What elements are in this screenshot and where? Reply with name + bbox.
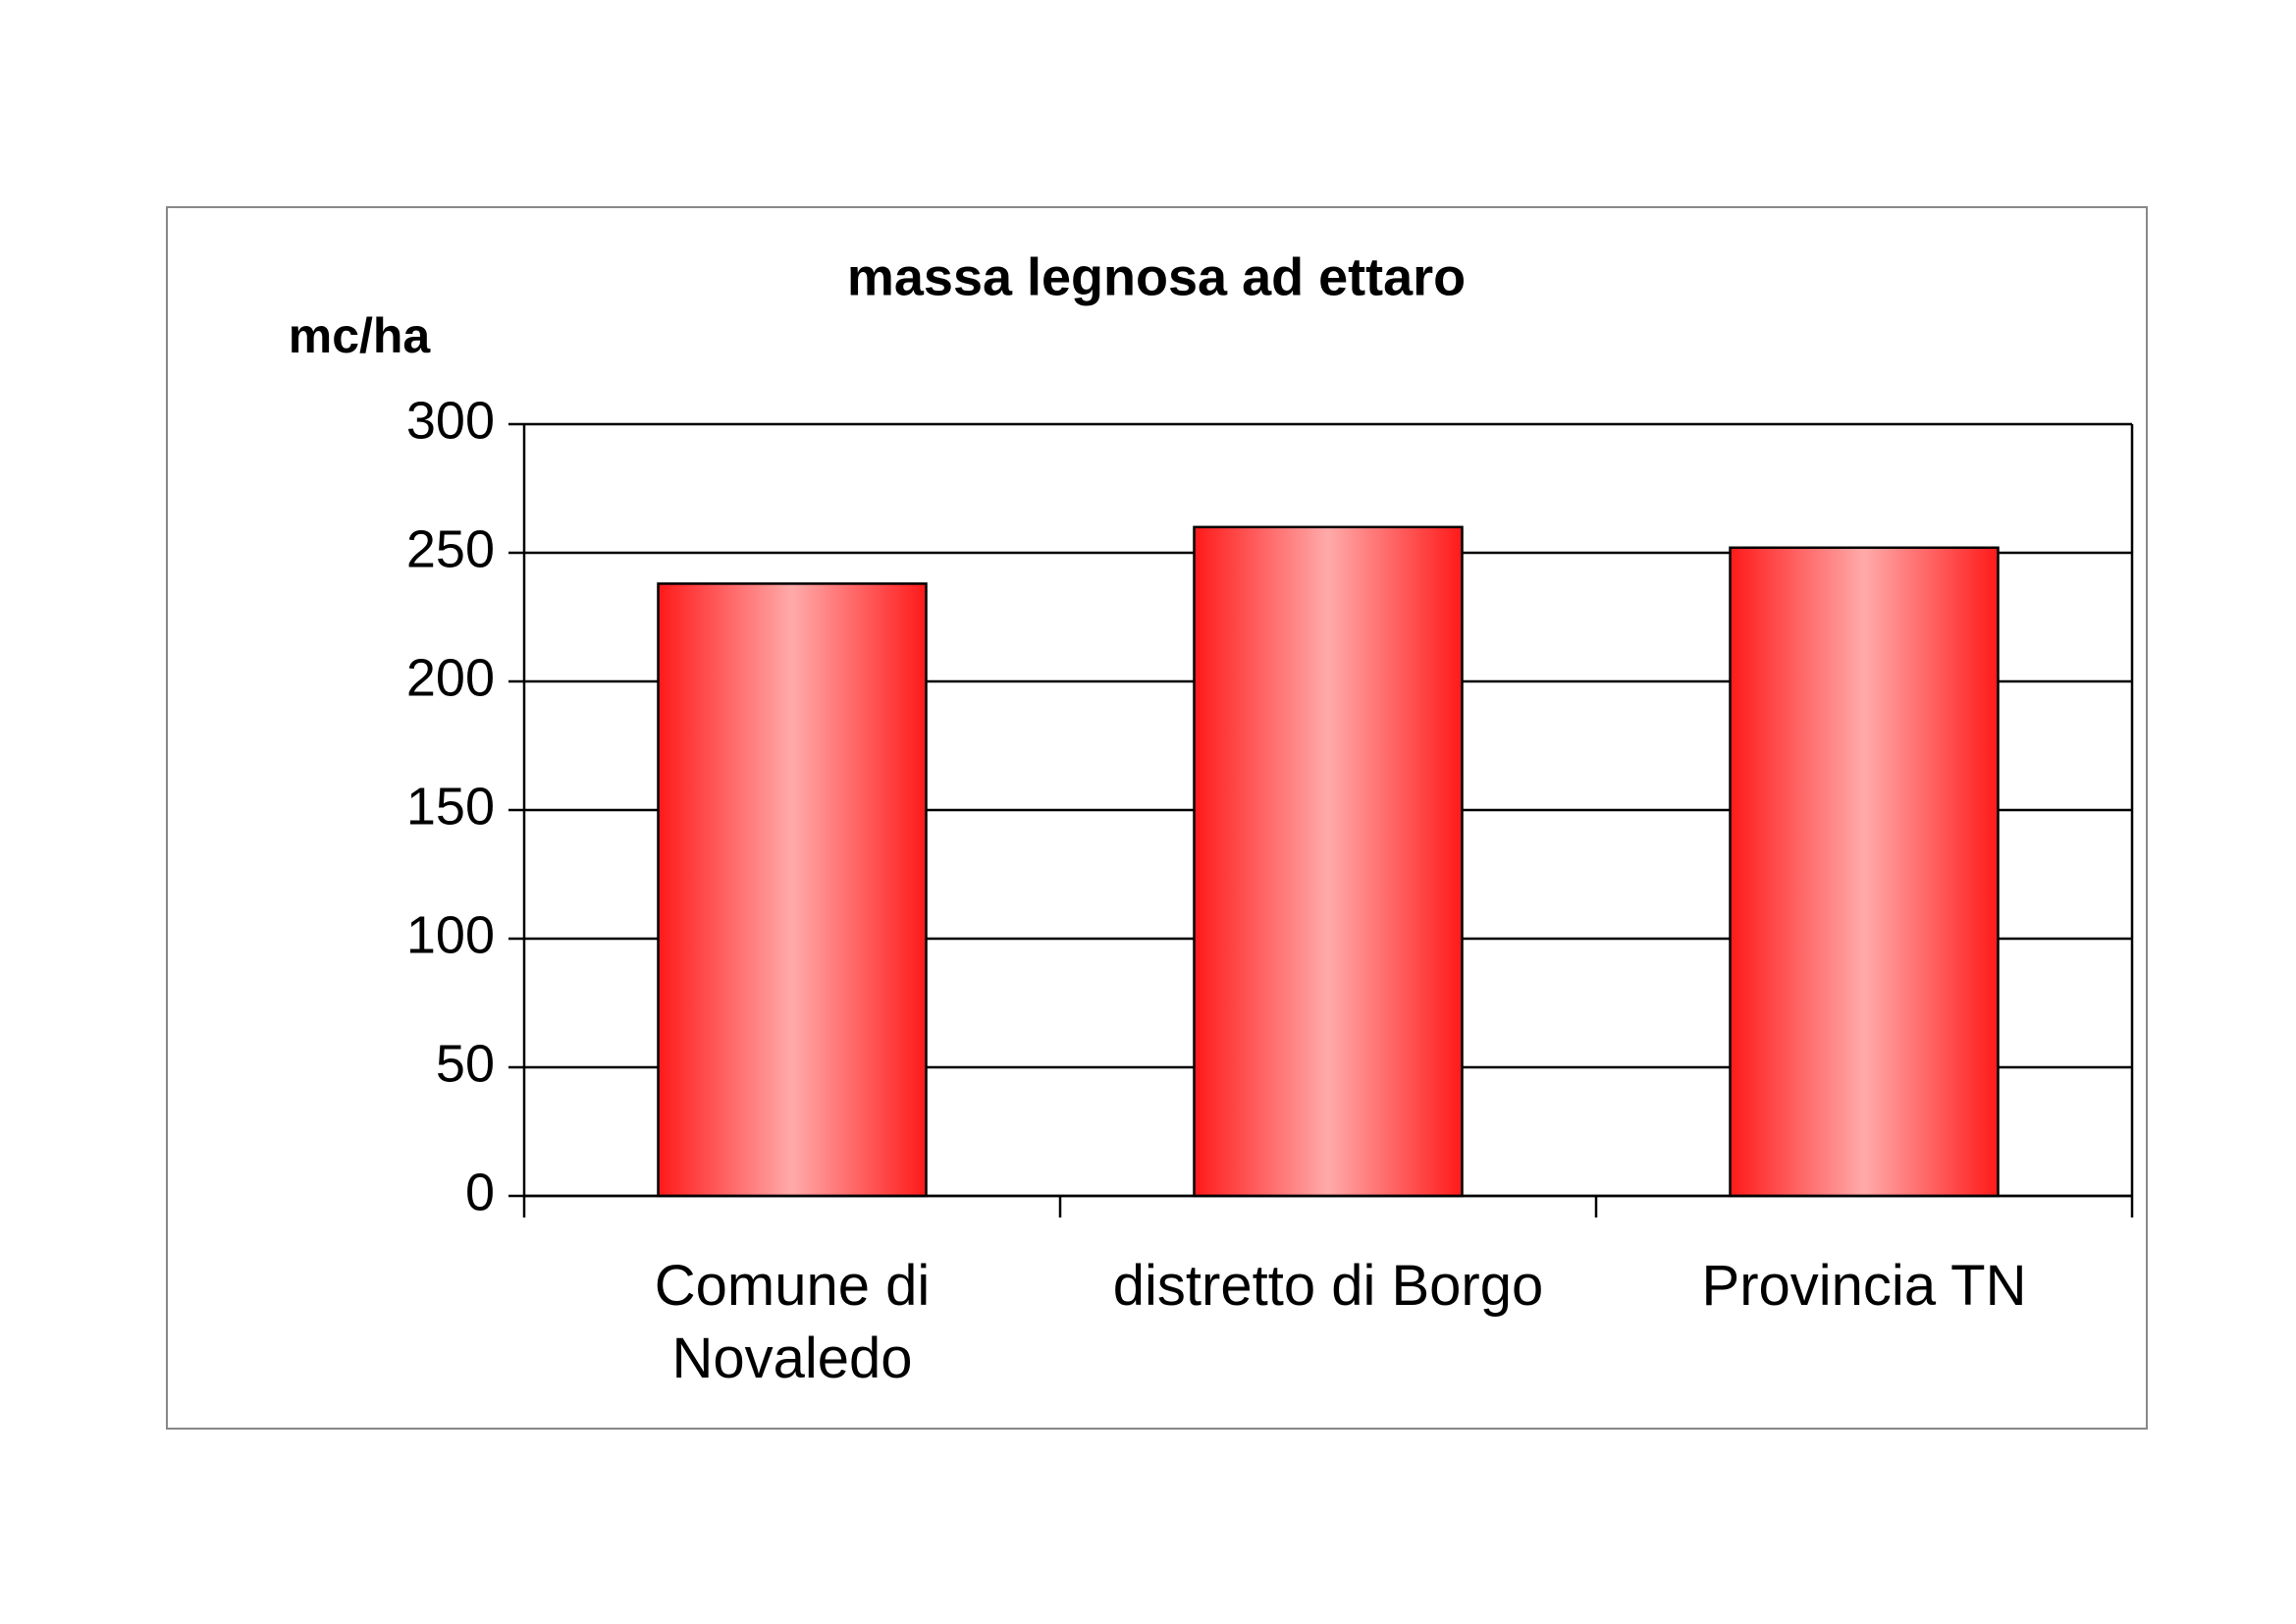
- y-tick-label: 250: [406, 519, 495, 578]
- x-tick-label: distretto di Borgo: [1112, 1254, 1544, 1318]
- bar: [1193, 525, 1464, 1198]
- y-tick-label: 200: [406, 648, 495, 707]
- x-tick-label: Comune di Novaledo: [654, 1254, 931, 1390]
- y-tick-label: 150: [406, 777, 495, 836]
- y-tick-label: 100: [406, 905, 495, 964]
- y-axis-label: mc/ha: [289, 308, 432, 363]
- y-tick-label: 300: [406, 391, 495, 450]
- x-tick-label: Provincia TN: [1701, 1254, 2027, 1318]
- bar: [657, 582, 928, 1198]
- y-tick-label: 50: [436, 1034, 495, 1093]
- bar: [1729, 546, 2000, 1198]
- chart-title: massa legnosa ad ettaro: [847, 247, 1466, 306]
- y-tick-label: 0: [465, 1163, 495, 1221]
